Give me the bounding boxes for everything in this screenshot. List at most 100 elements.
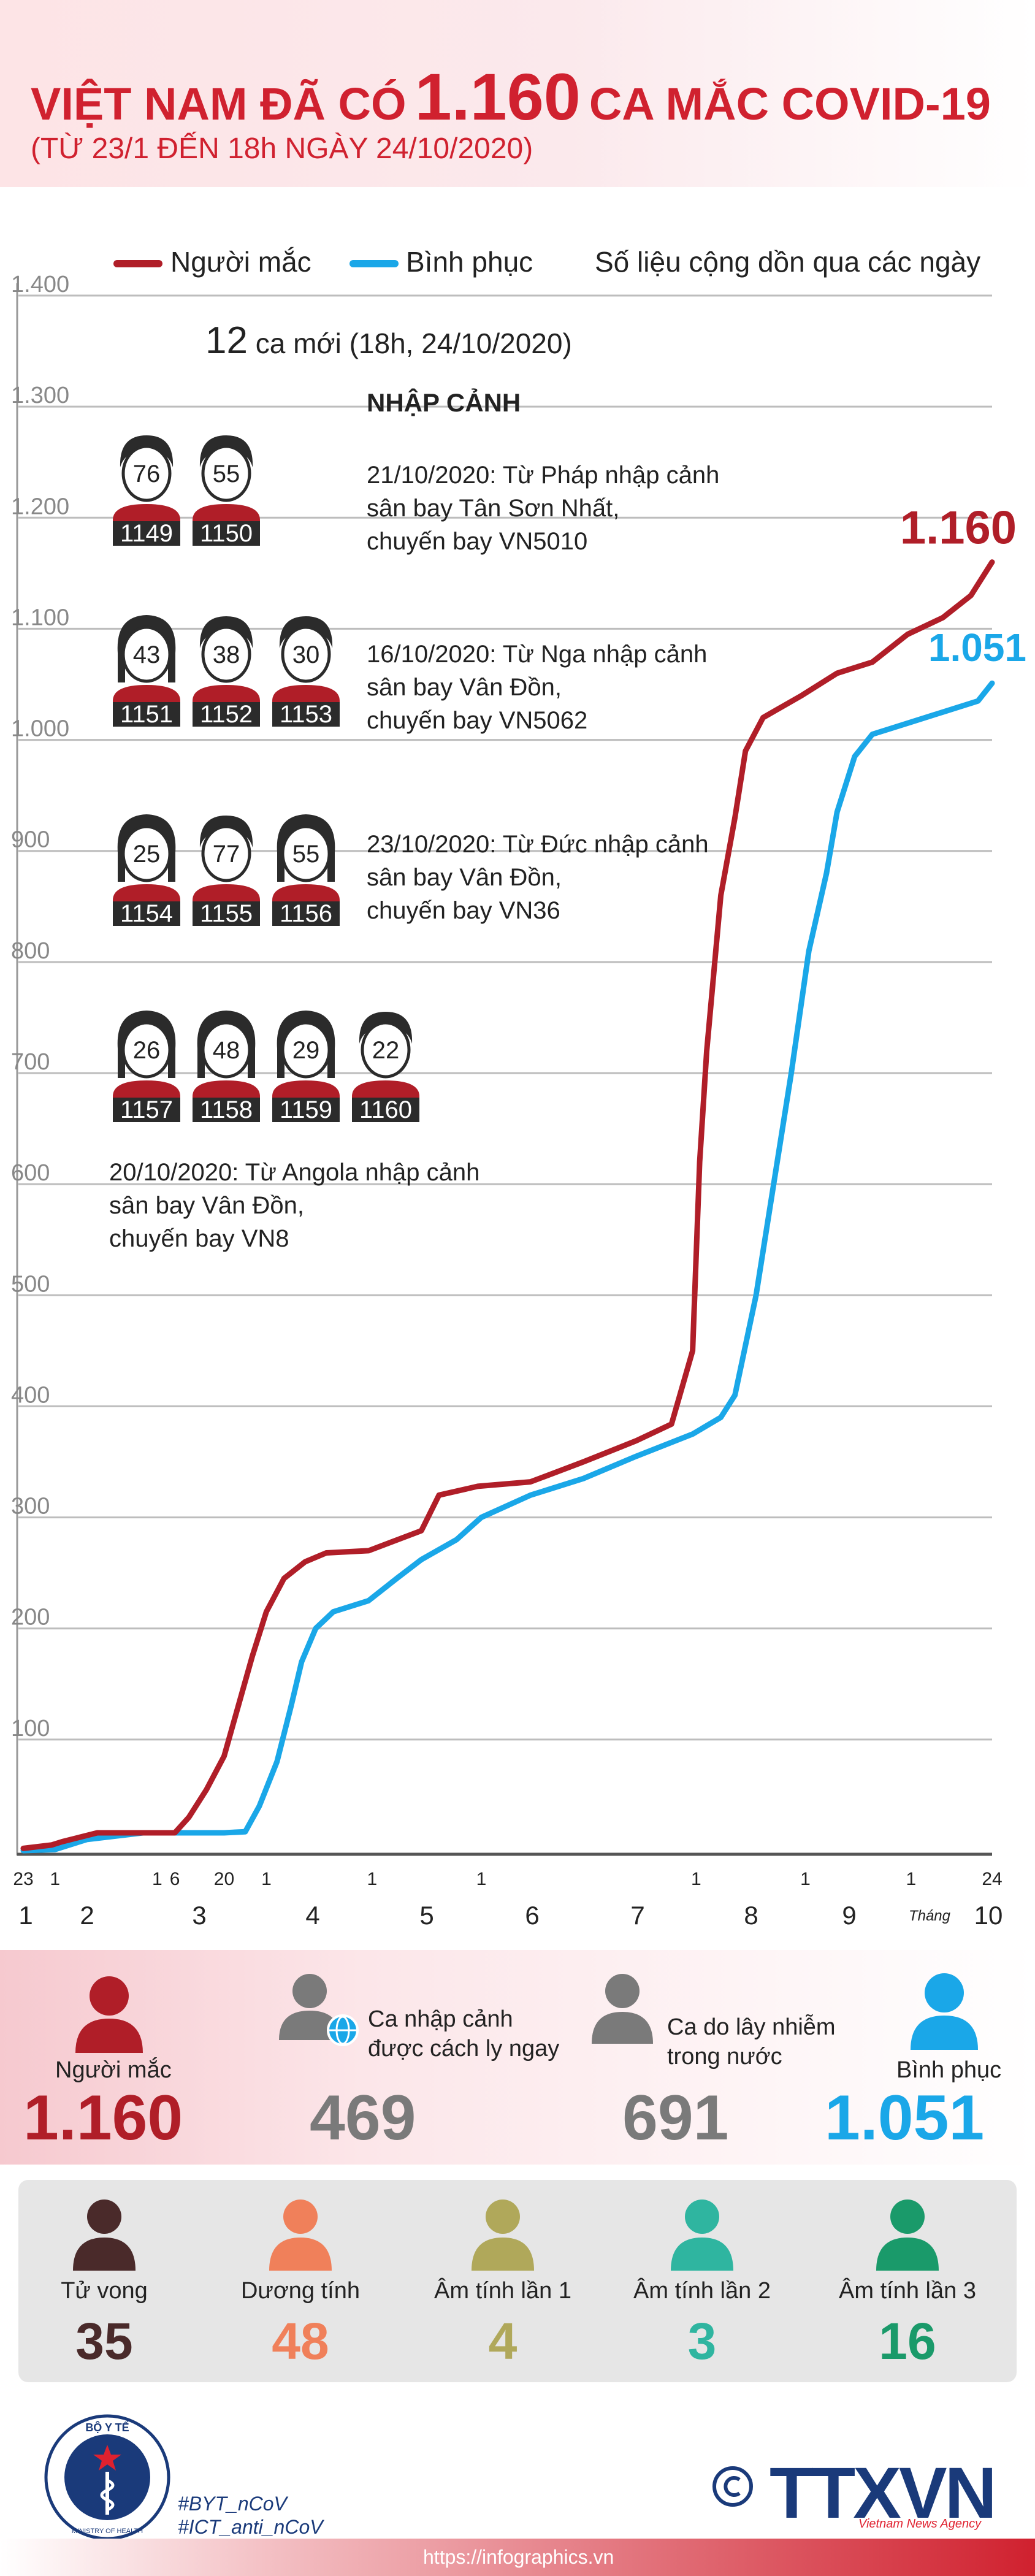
y-tick-label: 200	[11, 1605, 50, 1630]
patient-age: 43	[133, 641, 161, 668]
detail-label: Âm tính lần 1	[434, 2278, 571, 2304]
title-suffix: CA MẮC COVID-19	[589, 78, 991, 129]
community-label-1: Ca do lây nhiễm	[667, 2014, 836, 2040]
x-tick-label: 20	[214, 1869, 234, 1889]
legend-note: Số liệu cộng dồn qua các ngày	[595, 246, 981, 278]
month-label: 8	[744, 1901, 758, 1930]
x-tick-label: 1	[261, 1869, 272, 1889]
patient-icon: 55 1150	[193, 435, 260, 546]
patient-id: 1158	[200, 1096, 253, 1122]
detail-person-icon	[73, 2200, 136, 2271]
logo-bottom-text: MINISTRY OF HEALTH	[72, 2528, 143, 2535]
patient-icon: 30 1153	[272, 616, 340, 727]
x-tick-label: 23	[13, 1869, 33, 1889]
detail-value: 48	[272, 2312, 329, 2370]
patient-icon: 55 1156	[272, 814, 340, 926]
series-line	[20, 559, 995, 1851]
legend-cases-label: Người mắc	[170, 246, 311, 278]
community-person-icon	[592, 1974, 653, 2044]
page-title: VIỆT NAM ĐÃ CÓ 1.160 CA MẮC COVID-19	[31, 58, 991, 135]
x-tick-label: 24	[982, 1869, 1002, 1889]
source-url[interactable]: https://infographics.vn	[423, 2546, 614, 2568]
series-line	[20, 680, 995, 1854]
patient-age: 55	[292, 841, 320, 868]
detail-value: 4	[488, 2312, 518, 2370]
quarantined-label-2: được cách ly ngay	[368, 2036, 560, 2062]
month-label: 5	[419, 1901, 433, 1930]
y-tick-label: 1.400	[11, 272, 69, 297]
month-label: 6	[525, 1901, 539, 1930]
patient-age: 77	[213, 841, 240, 868]
y-tick-label: 1.000	[11, 716, 69, 742]
patient-id: 1156	[280, 900, 332, 926]
x-tick-label: 1	[50, 1869, 60, 1889]
agency-subtitle: Vietnam News Agency	[858, 2517, 982, 2531]
recovered-end-label: 1.051	[928, 625, 1026, 670]
y-tick-label: 400	[11, 1382, 50, 1408]
detail-person-icon	[671, 2200, 733, 2271]
imported-heading: NHẬP CẢNH	[367, 388, 521, 417]
y-tick-label: 300	[11, 1494, 50, 1519]
patient-icon: 26 1157	[113, 1011, 180, 1122]
logo-top-text: BỘ Y TẾ	[85, 2421, 129, 2434]
x-tick-label: 1	[152, 1869, 162, 1889]
quarantined-value: 469	[310, 2082, 416, 2154]
ministry-of-health-logo: BỘ Y TẾ MINISTRY OF HEALTH	[44, 2414, 170, 2540]
entry-text-line: sân bay Tân Sơn Nhất,	[367, 495, 620, 522]
detail-value: 3	[687, 2312, 717, 2370]
patient-age: 38	[213, 641, 240, 668]
y-tick-label: 100	[11, 1716, 50, 1741]
patient-age: 25	[133, 841, 161, 868]
detail-person-icon	[269, 2200, 332, 2271]
y-tick-label: 1.300	[11, 383, 69, 408]
patient-id: 1159	[280, 1096, 332, 1122]
title-number: 1.160	[414, 59, 581, 134]
patient-icon: 38 1152	[193, 616, 260, 727]
cases-value: 1.160	[23, 2082, 183, 2154]
entry-text-line: sân bay Vân Đồn,	[367, 674, 562, 701]
x-tick-label: 6	[170, 1869, 180, 1889]
entry-text-line: chuyến bay VN8	[109, 1225, 289, 1252]
patient-icon: 25 1154	[113, 814, 180, 926]
entry-text-line: chuyến bay VN5010	[367, 528, 588, 555]
url-bar	[0, 2539, 1035, 2576]
page-subtitle: (TỪ 23/1 ĐẾN 18h NGÀY 24/10/2020)	[31, 132, 533, 165]
patient-icon: 22 1160	[352, 1012, 419, 1122]
detail-label: Dương tính	[240, 2278, 360, 2304]
entry-text-line: 21/10/2020: Từ Pháp nhập cảnh	[367, 462, 720, 489]
hashtag-2: #ICT_anti_nCoV	[178, 2516, 323, 2538]
patient-id: 1152	[200, 701, 253, 727]
quarantined-label-1: Ca nhập cảnh	[368, 2006, 513, 2032]
patient-icon: 77 1155	[193, 816, 260, 926]
header-banner	[0, 0, 1035, 187]
patient-age: 29	[292, 1037, 320, 1064]
patient-id: 1155	[200, 900, 253, 926]
patient-age: 55	[213, 461, 240, 487]
new-cases-number: 12	[205, 319, 248, 362]
month-label: 3	[192, 1901, 206, 1930]
patient-id: 1157	[120, 1096, 173, 1122]
y-tick-label: 900	[11, 827, 50, 853]
patient-age: 26	[133, 1037, 161, 1064]
hashtag-1: #BYT_nCoV	[178, 2493, 287, 2515]
patient-icon: 29 1159	[272, 1011, 340, 1122]
patient-id: 1154	[120, 900, 173, 926]
community-value: 691	[622, 2082, 729, 2154]
y-tick-label: 800	[11, 938, 50, 964]
new-cases-note: 12 ca mới (18h, 24/10/2020)	[205, 319, 572, 362]
patient-id: 1149	[120, 520, 173, 546]
detail-label: Âm tính lần 2	[633, 2278, 771, 2304]
entry-text-line: sân bay Vân Đồn,	[109, 1192, 304, 1219]
entry-text-line: sân bay Vân Đồn,	[367, 864, 562, 891]
y-tick-label: 1.100	[11, 605, 69, 630]
detail-value: 16	[879, 2312, 936, 2370]
entry-text-line: 23/10/2020: Từ Đức nhập cảnh	[367, 831, 709, 858]
patient-id: 1153	[280, 701, 332, 727]
recovered-person-icon	[911, 1973, 978, 2050]
copyright-icon	[712, 2466, 753, 2507]
month-label: 1	[18, 1901, 32, 1930]
detail-value: 35	[75, 2312, 133, 2370]
cases-end-label: 1.160	[900, 502, 1017, 554]
patient-age: 30	[292, 641, 320, 668]
patient-age: 76	[133, 461, 161, 487]
